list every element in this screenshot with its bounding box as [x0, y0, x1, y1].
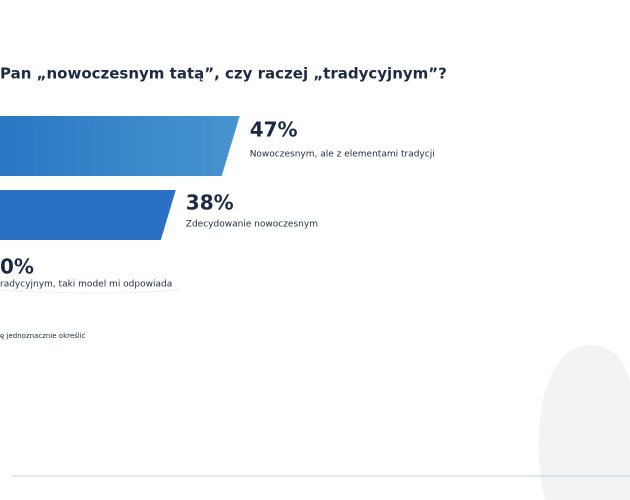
decor-blob [538, 345, 630, 500]
bar [0, 190, 176, 240]
category-label: Nowoczesnym, ale z elementami tradycji [250, 150, 435, 160]
category-label: ę jednoznacznie określić [0, 332, 86, 340]
category-label: radycyjnym, taki model mi odpowiada [0, 280, 172, 290]
value-label: 47% [250, 118, 298, 142]
value-label: 0% [0, 255, 34, 279]
value-label: 38% [186, 191, 234, 215]
decor-curve [0, 289, 181, 294]
category-label: Zdecydowanie nowoczesnym [186, 220, 318, 230]
chart-title: Pan „nowoczesnym tatą”, czy raczej „trad… [0, 65, 447, 83]
bar [0, 116, 240, 176]
